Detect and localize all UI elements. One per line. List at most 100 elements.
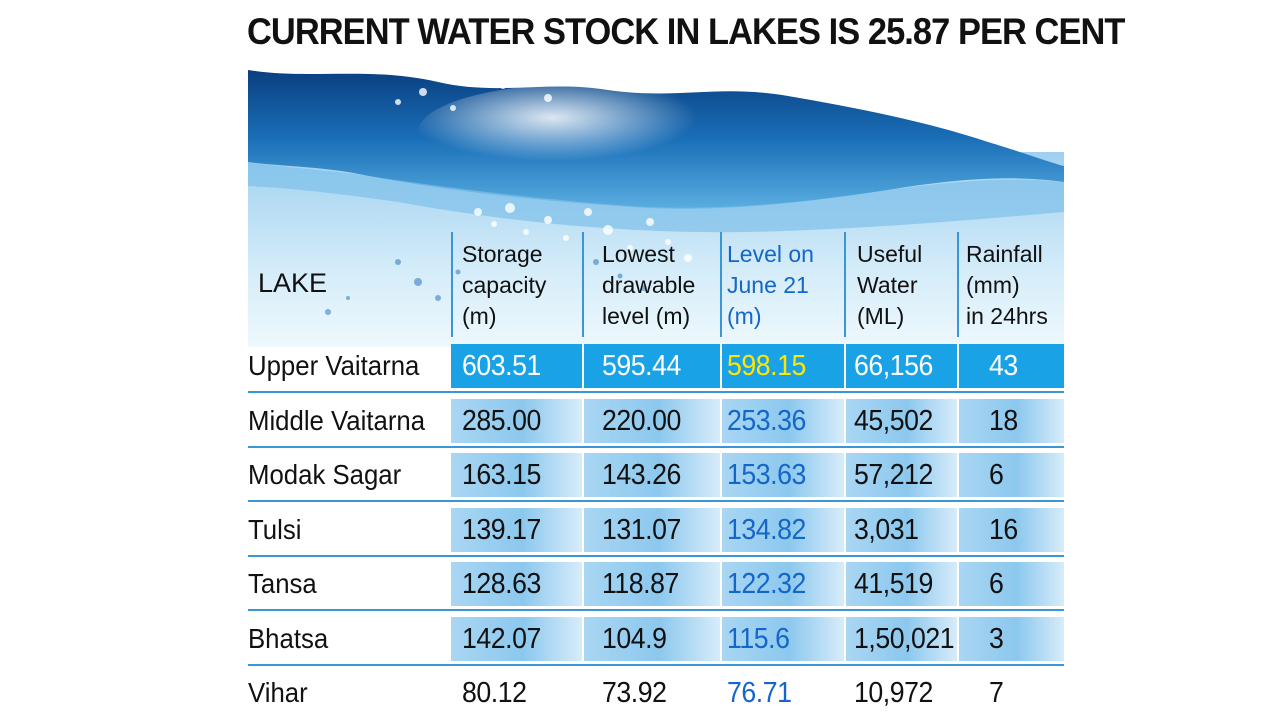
lake-name: Modak Sagar (248, 459, 402, 490)
cell-lowest: 131.07 (602, 513, 681, 546)
table-row: Modak Sagar 163.15 143.26 153.63 57,212 6 (248, 449, 1064, 502)
header-useful-water: Useful Water (ML) (857, 241, 923, 329)
table-row: Bhatsa 142.07 104.9 115.6 1,50,021 3 (248, 613, 1064, 666)
cell-background (959, 562, 1064, 606)
cell-background (451, 453, 582, 497)
cell-useful: 1,50,021 (854, 622, 955, 655)
page-title: CURRENT WATER STOCK IN LAKES IS 25.87 PE… (247, 11, 1125, 52)
column-separator (720, 232, 722, 337)
cell-background (846, 453, 957, 497)
cell-background (722, 344, 844, 388)
cell-lowest: 143.26 (602, 459, 681, 491)
cell-rainfall: 3 (989, 622, 1004, 655)
cell-background (451, 616, 582, 661)
cell-rainfall: 43 (989, 350, 1018, 382)
cell-storage: 603.51 (462, 350, 541, 382)
cell-background (959, 507, 1064, 552)
cell-background (584, 453, 720, 497)
cell-background (451, 507, 582, 552)
cell-rainfall: 18 (989, 404, 1018, 437)
cell-storage: 128.63 (462, 568, 541, 600)
cell-useful: 66,156 (854, 350, 933, 382)
cell-useful: 10,972 (854, 677, 933, 709)
cell-lowest: 118.87 (602, 568, 679, 600)
cell-background (722, 616, 844, 661)
column-separator (451, 232, 453, 337)
table-row: Tansa 128.63 118.87 122.32 41,519 6 (248, 558, 1064, 611)
cell-lowest: 104.9 (602, 622, 667, 655)
header-lake: LAKE (258, 268, 328, 298)
cell-storage: 142.07 (462, 622, 541, 655)
cell-background (584, 344, 720, 388)
column-separator (844, 232, 846, 337)
cell-useful: 3,031 (854, 513, 919, 546)
header-rainfall: Rainfall (mm) in 24hrs (966, 241, 1048, 329)
lake-table: LAKE Storage capacity (m) Lowest drawabl… (248, 62, 1064, 720)
cell-lowest: 220.00 (602, 404, 681, 437)
column-separator (957, 232, 959, 337)
row-divider (248, 500, 1064, 502)
cell-background (722, 398, 844, 443)
cell-useful: 45,502 (854, 404, 933, 437)
cell-lowest: 73.92 (602, 677, 667, 709)
cell-level: 122.32 (727, 568, 806, 600)
cell-useful: 41,519 (854, 568, 933, 600)
cell-background (846, 562, 957, 606)
cell-background (959, 616, 1064, 661)
table-row: Vihar 80.12 73.92 76.71 10,972 7 (248, 667, 1064, 719)
cell-background (451, 398, 582, 443)
lake-name: Middle Vaitarna (248, 404, 426, 436)
cell-level: 153.63 (727, 459, 806, 491)
cell-background (722, 507, 844, 552)
cell-background (451, 344, 582, 388)
cell-storage: 163.15 (462, 459, 541, 491)
cell-background (584, 616, 720, 661)
cell-level: 253.36 (727, 404, 806, 437)
cell-level: 134.82 (727, 513, 806, 546)
cell-storage: 80.12 (462, 677, 527, 709)
cell-background (959, 398, 1064, 443)
cell-background (959, 344, 1064, 388)
row-divider (248, 663, 1064, 666)
cell-rainfall: 6 (989, 568, 1004, 600)
cell-rainfall: 6 (989, 459, 1004, 491)
cell-background (584, 398, 720, 443)
water-table-graphic: LAKE Storage capacity (m) Lowest drawabl… (248, 62, 1064, 720)
cell-level: 115.6 (727, 622, 790, 655)
cell-background (584, 562, 720, 606)
water-wave-illustration (248, 62, 1064, 347)
cell-lowest: 595.44 (602, 350, 681, 382)
lake-name: Upper Vaitarna (248, 350, 420, 381)
table-row: Tulsi 139.17 131.07 134.82 3,031 16 (248, 504, 1064, 557)
cell-background (846, 507, 957, 552)
header-storage-capacity: Storage capacity (m) (462, 241, 547, 329)
row-divider (248, 445, 1064, 448)
lake-name: Tansa (248, 568, 317, 599)
cell-background (846, 344, 957, 388)
cell-background (722, 562, 844, 606)
row-divider (248, 391, 1064, 393)
table-row: Middle Vaitarna 285.00 220.00 253.36 45,502 1… (248, 395, 1064, 448)
header-lowest-drawable-level: Lowest drawable level (m) (602, 241, 696, 329)
cell-rainfall: 7 (989, 677, 1004, 709)
row-divider (248, 554, 1064, 557)
column-separator (582, 232, 584, 337)
lake-name: Vihar (248, 677, 308, 708)
cell-rainfall: 16 (989, 513, 1018, 546)
cell-background (451, 562, 582, 606)
cell-background (722, 453, 844, 497)
cell-level: 76.71 (727, 677, 792, 709)
cell-level: 598.15 (727, 350, 806, 382)
cell-background (846, 398, 957, 443)
cell-background (584, 507, 720, 552)
cell-background (846, 616, 957, 661)
table-row: Upper Vaitarna 603.51 595.44 598.15 66,156 43 (248, 340, 1064, 393)
header-level-on-june-21: Level on June 21 (m) (727, 241, 814, 329)
row-divider (248, 609, 1064, 611)
cell-background (959, 453, 1064, 497)
cell-useful: 57,212 (854, 459, 933, 491)
lake-name: Bhatsa (248, 622, 329, 654)
cell-storage: 139.17 (462, 513, 541, 546)
cell-storage: 285.00 (462, 404, 541, 437)
lake-name: Tulsi (248, 513, 302, 545)
